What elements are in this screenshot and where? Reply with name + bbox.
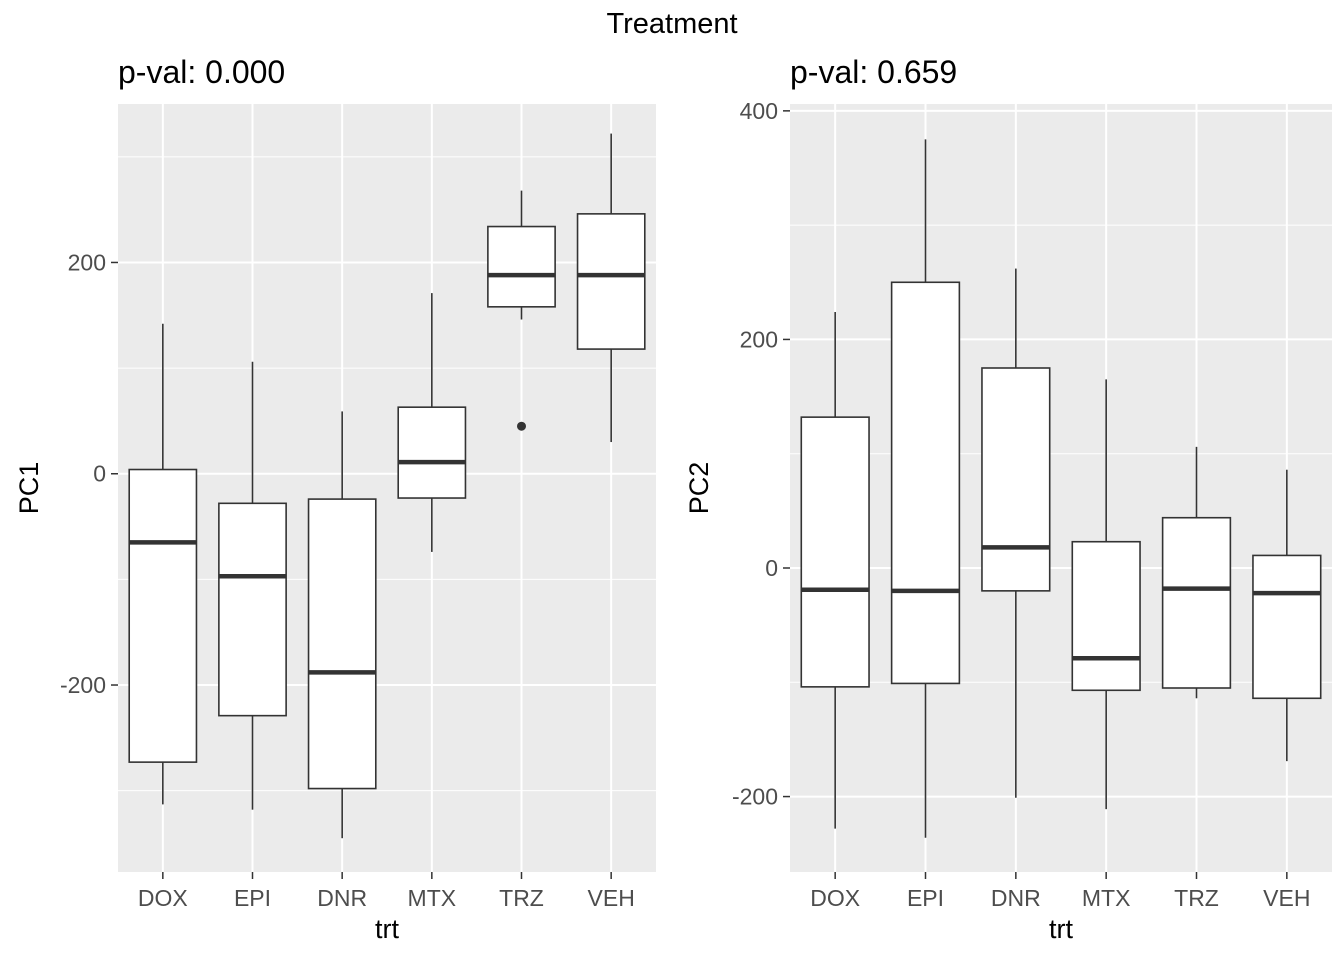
y-axis-label: PC1 <box>14 462 44 515</box>
iqr-box-trz <box>1161 516 1232 689</box>
iqr-box-dnr <box>981 367 1051 592</box>
box-dox <box>128 323 198 805</box>
x-tick-label-mtx: MTX <box>1082 885 1131 911</box>
x-tick-label-mtx: MTX <box>408 885 457 911</box>
y-tick-label-1: 0 <box>765 555 778 581</box>
y-tick-label-2: 200 <box>68 249 106 275</box>
iqr-box-dox <box>128 468 198 763</box>
box-mtx <box>1071 379 1141 810</box>
outlier-point-trz-0 <box>517 421 526 431</box>
box-mtx <box>397 293 467 552</box>
panel-background <box>118 104 656 872</box>
x-tick-label-veh: VEH <box>588 885 635 911</box>
y-tick-label-3: 400 <box>740 98 778 124</box>
x-tick-label-epi: EPI <box>234 885 271 911</box>
x-axis-label: trt <box>375 914 399 944</box>
y-axis-label: PC2 <box>684 462 714 515</box>
iqr-box-veh <box>1252 554 1322 700</box>
x-axis-label: trt <box>1049 914 1073 944</box>
figure-suptitle: Treatment <box>606 8 737 40</box>
iqr-box-trz <box>487 225 556 308</box>
panel-background <box>790 104 1332 872</box>
x-tick-label-dnr: DNR <box>317 885 367 911</box>
box-dnr <box>307 411 377 839</box>
box-veh <box>576 133 646 443</box>
x-tick-label-trz: TRZ <box>1174 885 1219 911</box>
iqr-box-dox <box>800 416 870 688</box>
iqr-box-dnr <box>307 498 377 790</box>
iqr-box-mtx <box>397 406 467 499</box>
y-tick-label-1: 0 <box>93 461 106 487</box>
x-tick-label-dnr: DNR <box>991 885 1041 911</box>
box-trz <box>1161 446 1232 699</box>
y-tick-label-2: 200 <box>740 326 778 352</box>
iqr-box-epi <box>890 281 961 685</box>
y-tick-label-0: -200 <box>60 672 106 698</box>
x-tick-label-veh: VEH <box>1263 885 1310 911</box>
x-tick-label-dox: DOX <box>810 885 860 911</box>
box-dox <box>800 312 870 829</box>
chart-panel-pc1: p-val: 0.000 -200 0 200 DOX EPI DNR MTX TRZ VEH tr… <box>14 54 656 944</box>
box-epi <box>218 361 287 810</box>
x-tick-label-epi: EPI <box>907 885 944 911</box>
iqr-box-epi <box>218 502 287 717</box>
panel-title: p-val: 0.000 <box>118 54 285 90</box>
box-epi <box>890 139 961 838</box>
iqr-box-veh <box>576 213 646 350</box>
x-tick-label-trz: TRZ <box>499 885 544 911</box>
chart-panel-pc2: p-val: 0.659 -200 0 200 400 DOX EPI DNR MTX TRZ VE… <box>684 54 1332 944</box>
y-tick-label-0: -200 <box>732 784 778 810</box>
box-dnr <box>981 268 1051 798</box>
x-tick-label-dox: DOX <box>138 885 188 911</box>
box-veh <box>1252 469 1322 762</box>
panel-title: p-val: 0.659 <box>790 54 957 90</box>
iqr-box-mtx <box>1071 540 1141 692</box>
box-trz <box>487 190 556 431</box>
